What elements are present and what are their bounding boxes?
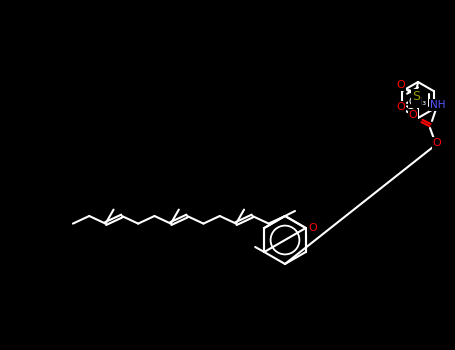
Text: O: O <box>397 80 405 90</box>
Text: S: S <box>412 91 420 104</box>
Text: O: O <box>308 223 317 233</box>
Text: O: O <box>409 110 417 120</box>
Text: O: O <box>433 138 441 148</box>
Text: O: O <box>397 102 405 112</box>
Text: CH₃: CH₃ <box>409 97 427 107</box>
Text: NH: NH <box>430 100 446 110</box>
